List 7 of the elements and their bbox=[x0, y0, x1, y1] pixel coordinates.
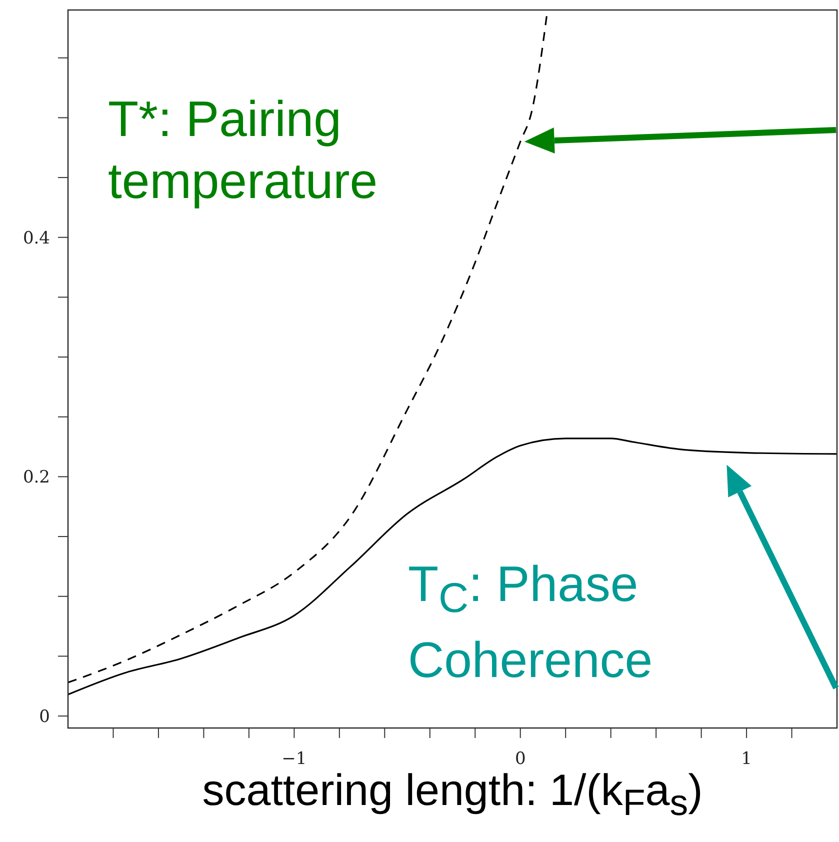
y-tick-label: 0.2 bbox=[22, 468, 50, 488]
y-tick-label: 0.4 bbox=[22, 228, 50, 248]
annotation: T*: Pairing temperature bbox=[108, 90, 379, 211]
y-tick-label: 0 bbox=[39, 707, 50, 728]
line-series bbox=[68, 438, 837, 696]
x-tick-label: 1 bbox=[741, 749, 752, 770]
annotation: T$_{C}$: Phase Coherence bbox=[408, 555, 654, 690]
